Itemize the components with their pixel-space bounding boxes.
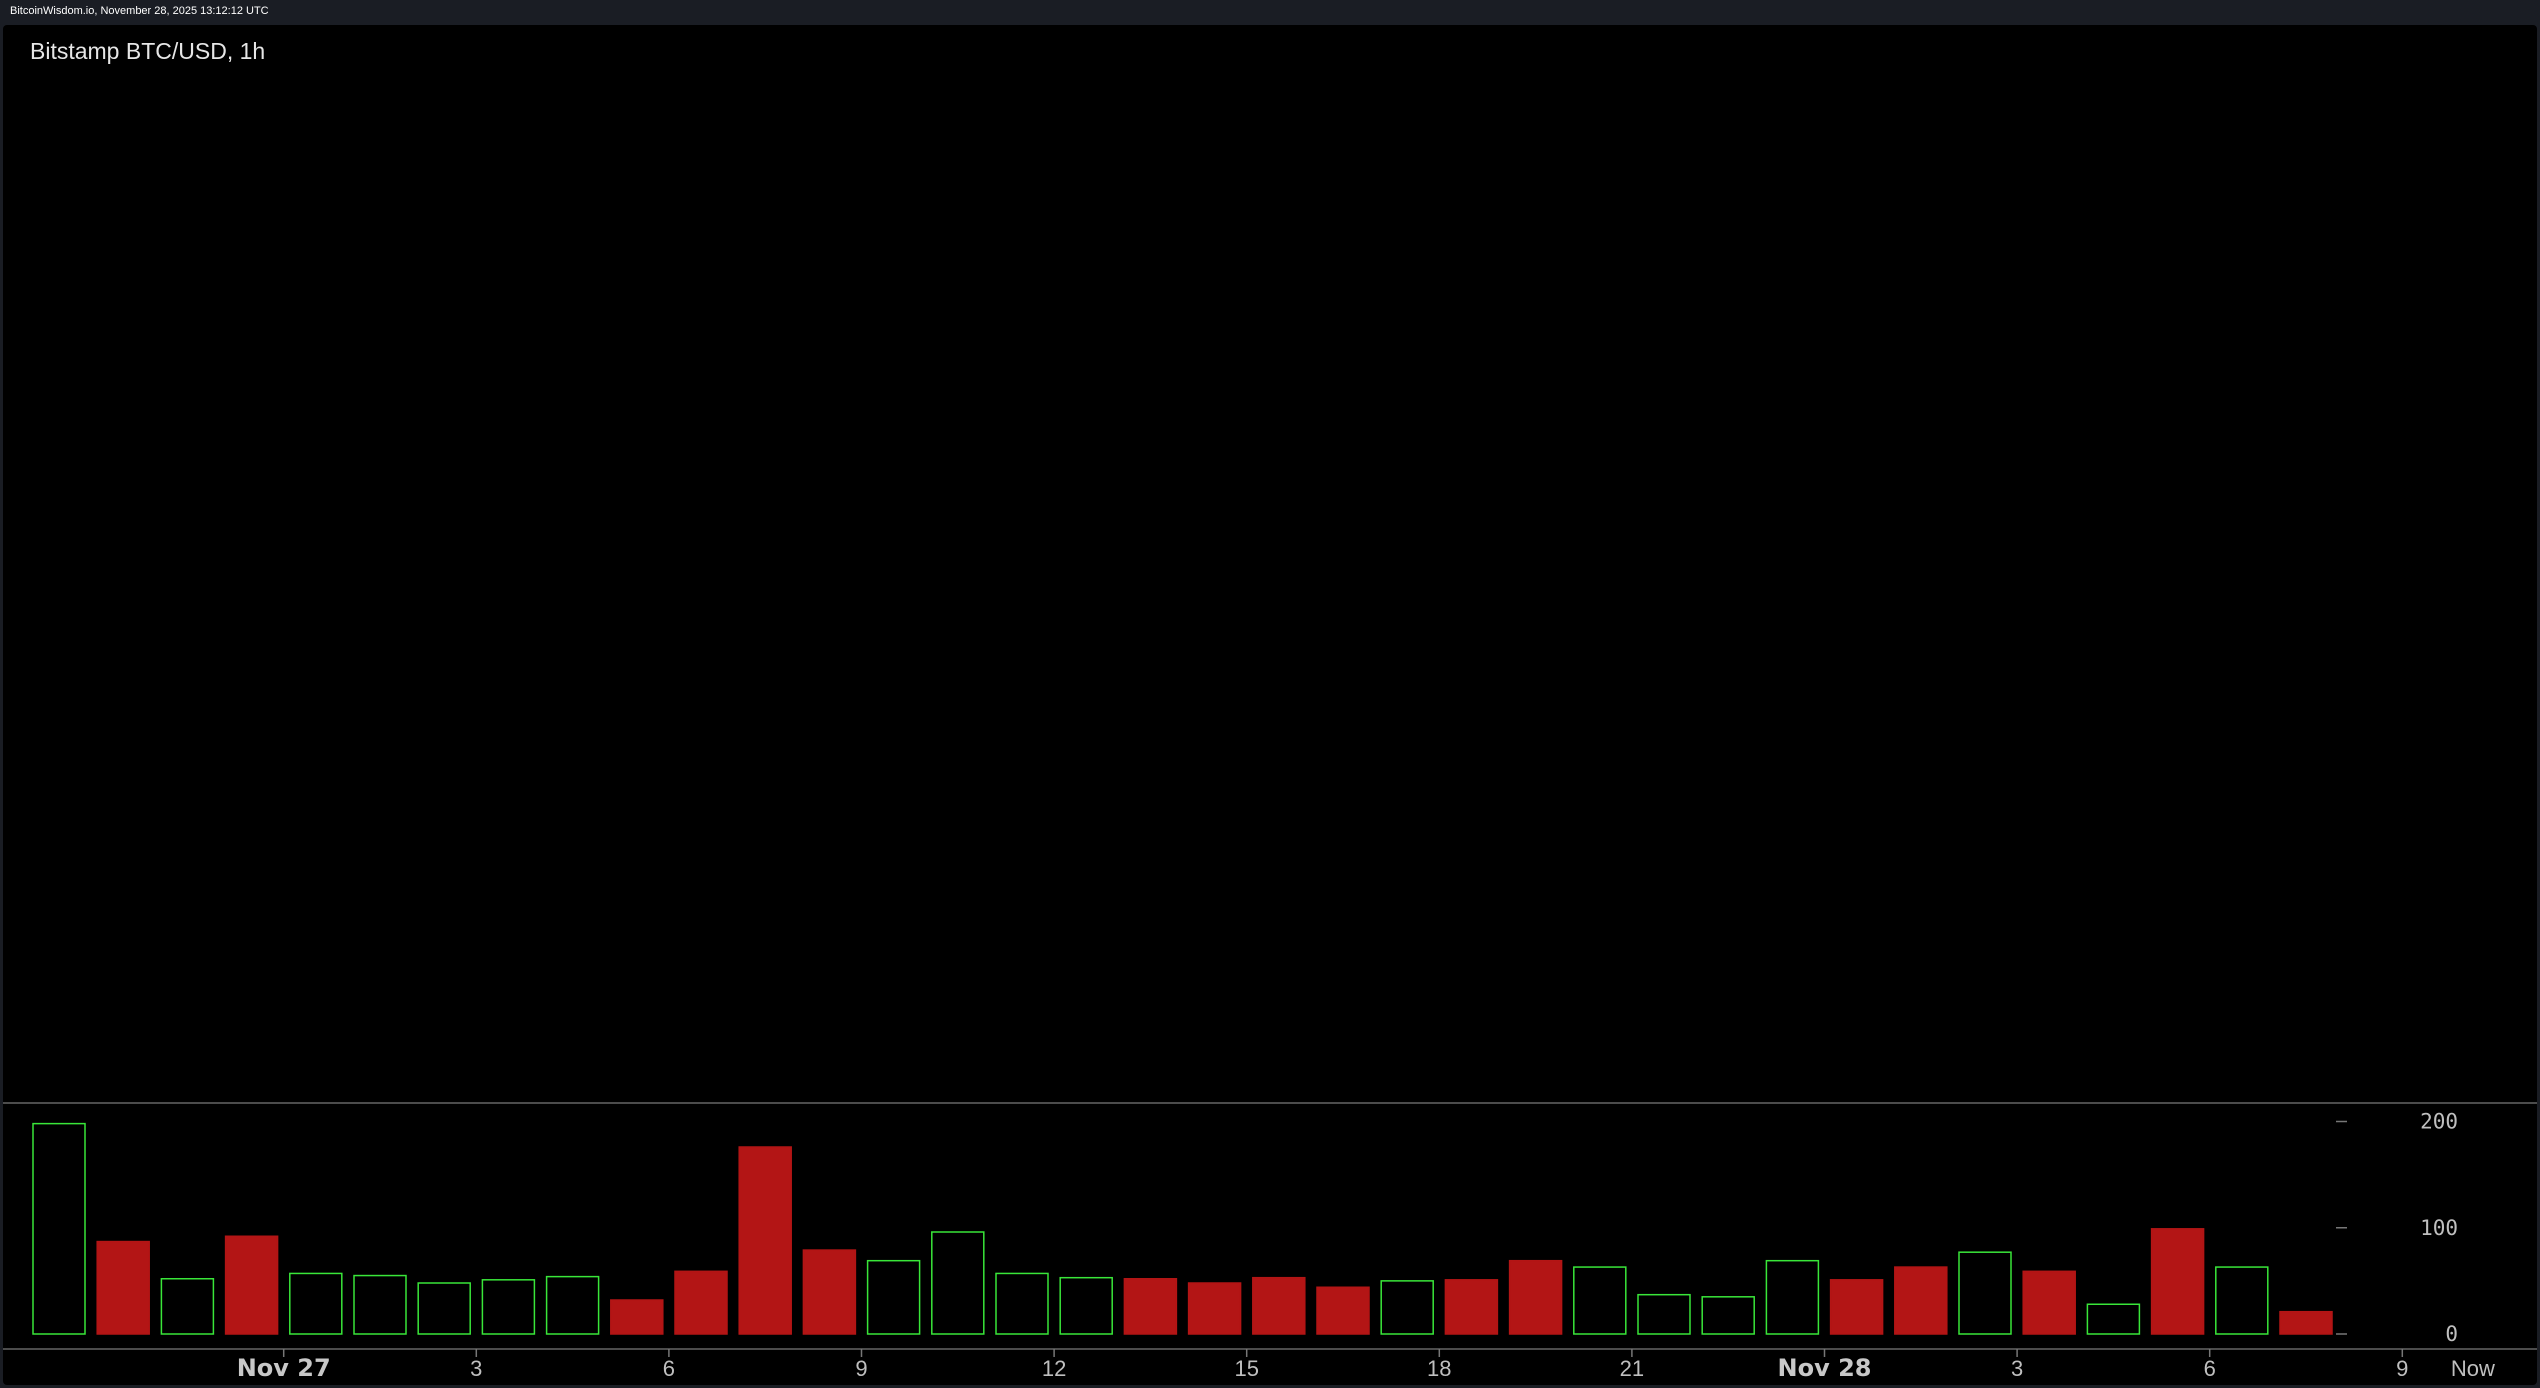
volume-tick-label: 0 xyxy=(2445,1322,2458,1346)
volume-bar xyxy=(866,1259,921,1335)
x-axis-labels: Nov 27 3 6 9 12 15 18 21 Nov 28 3 6 9 Now xyxy=(237,1349,2495,1382)
volume-bar xyxy=(2022,1270,2076,1335)
x-tick-label: 9 xyxy=(855,1356,867,1381)
volume-bar xyxy=(353,1274,407,1335)
volume-bar xyxy=(931,1231,985,1335)
volume-bar xyxy=(1252,1276,1306,1335)
x-tick-label: Now xyxy=(2451,1356,2495,1381)
volume-bar xyxy=(1701,1296,1755,1335)
volume-bar xyxy=(96,1240,150,1335)
x-tick-label: 9 xyxy=(2396,1356,2408,1381)
volume-bar xyxy=(1765,1259,1820,1335)
x-tick-label: 18 xyxy=(1427,1356,1451,1381)
volume-bar xyxy=(1444,1279,1499,1335)
chart-title: Bitstamp BTC/USD, 1h xyxy=(30,38,265,64)
volume-axis: 0 100 200 xyxy=(2336,1110,2458,1346)
volume-bar xyxy=(610,1299,664,1335)
volume-bar xyxy=(2215,1266,2269,1335)
volume-tick-label: 100 xyxy=(2420,1216,2458,1240)
volume-bar xyxy=(1958,1251,2012,1335)
volume-bar xyxy=(1380,1280,1434,1335)
volume-bar xyxy=(160,1278,215,1335)
volume-bar xyxy=(995,1272,1049,1335)
volume-bar xyxy=(2150,1228,2205,1335)
x-tick-label: Nov 28 xyxy=(1778,1354,1872,1382)
volume-bar xyxy=(1187,1282,1242,1335)
x-tick-label: 3 xyxy=(470,1356,482,1381)
volume-bar xyxy=(1316,1286,1370,1335)
volume-bar xyxy=(1573,1266,1627,1335)
volume-bar xyxy=(802,1249,857,1335)
volume-bar xyxy=(224,1235,279,1335)
x-tick-label: 15 xyxy=(1234,1356,1258,1381)
x-tick-label: 6 xyxy=(663,1356,675,1381)
volume-bar xyxy=(1508,1259,1563,1335)
volume-bar xyxy=(738,1146,792,1335)
volume-bars xyxy=(32,1122,2333,1335)
volume-bar xyxy=(545,1275,600,1335)
volume-bar xyxy=(481,1279,536,1335)
x-tick-label: 21 xyxy=(1620,1356,1644,1381)
site-stamp: BitcoinWisdom.io, November 28, 2025 13:1… xyxy=(10,5,269,17)
volume-bar xyxy=(1059,1276,1113,1335)
volume-bar xyxy=(289,1272,343,1335)
volume-bar xyxy=(1123,1278,1178,1335)
x-tick-label: 12 xyxy=(1042,1356,1066,1381)
chart-frame xyxy=(3,25,2537,1385)
x-tick-label: 6 xyxy=(2204,1356,2216,1381)
volume-tick-label: 200 xyxy=(2420,1110,2458,1134)
volume-bar xyxy=(674,1270,728,1335)
volume-bar xyxy=(1894,1266,1948,1335)
x-tick-label: 3 xyxy=(2011,1356,2023,1381)
x-tick-label: Nov 27 xyxy=(237,1354,331,1382)
volume-bar xyxy=(2279,1310,2333,1335)
volume-bar xyxy=(417,1282,471,1335)
volume-bar xyxy=(1829,1279,1884,1335)
volume-bar xyxy=(2086,1303,2141,1335)
volume-bar xyxy=(1637,1293,1691,1335)
volume-bar xyxy=(32,1122,86,1335)
